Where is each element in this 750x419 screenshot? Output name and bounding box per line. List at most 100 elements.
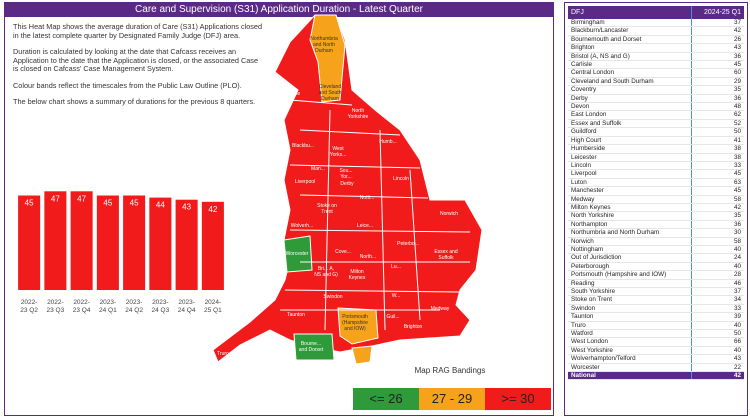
table-cell: 50: [690, 127, 744, 137]
map-label: Portsmouth (Hampshire and IOW): [342, 314, 368, 332]
table-cell: Portsmouth (Hampshire and IOW): [568, 270, 692, 280]
map-label: North Yorkshire: [348, 108, 369, 120]
table-cell: Central London: [568, 68, 692, 78]
map-label: Brighton: [404, 324, 423, 330]
table-cell: 36: [690, 52, 744, 62]
table-cell: 40: [690, 245, 744, 255]
map-label: Devon: [246, 341, 261, 347]
intro-paragraph: The below chart shows a summary of durat…: [13, 97, 256, 106]
bar-value-label: 44: [156, 201, 165, 210]
bar-value-label: 45: [130, 199, 139, 208]
map-label: Northumbria and North Durham: [310, 36, 338, 54]
table-cell: 37: [690, 19, 744, 28]
table-cell: Wolverhampton/Telford: [568, 354, 692, 364]
map-label: Truro: [217, 351, 229, 357]
table-row: Blackburn/Lancaster 42: [568, 26, 744, 36]
map-label: Notti...: [360, 195, 374, 201]
bar-value-label: 47: [51, 194, 60, 203]
x-tick-label: 2022-23 Q4: [72, 299, 91, 314]
table-row: Bristol (A, NS and G) 36: [568, 52, 744, 62]
table-cell: South Yorkshire: [568, 287, 692, 297]
map-borders: [280, 99, 471, 331]
table-cell: 41: [690, 136, 744, 146]
table-row: Northumbria and North Durham 30: [568, 228, 744, 238]
table-cell: Luton: [568, 178, 692, 188]
table-cell: Truro: [568, 321, 692, 331]
table-row: Wolverhampton/Telford 43: [568, 354, 744, 364]
x-tick-label: 2024-25 Q1: [204, 299, 222, 314]
table-cell: Norwich: [568, 237, 692, 246]
table-cell: Northampton: [568, 220, 692, 230]
table-cell: 45: [690, 169, 744, 179]
table-cell: 33: [690, 304, 744, 314]
table-cell: Bristol (A, NS and G): [568, 52, 692, 62]
table-row: South Yorkshire 37: [568, 287, 744, 297]
table-row: Derby 36: [568, 94, 744, 104]
map-label: Swindon: [323, 294, 342, 300]
table-cell: 36: [690, 94, 744, 104]
map-label: W...: [392, 293, 401, 299]
bar-value-label: 43: [182, 203, 191, 212]
table-cell: 58: [690, 237, 744, 246]
table-cell: 36: [690, 220, 744, 230]
table-cell: 30: [690, 228, 744, 238]
map-label: Worcester: [286, 251, 309, 257]
table-cell: 48: [690, 102, 744, 112]
table-row: Brighton 43: [568, 43, 744, 53]
table-row: Bournemouth and Dorset 26: [568, 35, 744, 45]
chart: 45 47 47 45 45 44 43 42 Northumbria and North Durh…: [18, 14, 551, 410]
bar: [201, 201, 224, 290]
bar: [70, 191, 93, 290]
bar-value-label: 45: [103, 199, 112, 208]
table-cell: 39: [690, 312, 744, 322]
map-label: West Yorks...: [330, 146, 347, 158]
table-row: Leicester 38: [568, 153, 744, 162]
table-row: Birmingham 37: [568, 19, 744, 28]
map-label: North...: [360, 254, 376, 260]
x-tick-label: 2023-24 Q1: [99, 299, 117, 314]
map-label: Lu...: [391, 264, 401, 270]
table-row: West Yorkshire 40: [568, 346, 744, 356]
table-cell: Out of Jurisdiction: [568, 253, 692, 263]
table-row: Watford 50: [568, 329, 744, 339]
bar-value-label: 45: [25, 199, 34, 208]
bar: [123, 195, 146, 290]
table-cell: 50: [690, 329, 744, 339]
map-label: Liverpool: [295, 179, 315, 185]
table-cell: 45: [690, 186, 744, 196]
map-label: Peterbo...: [397, 241, 419, 247]
intro-paragraph: Colour bands reflect the timescales from…: [13, 80, 242, 90]
table-row: Devon 48: [568, 102, 744, 112]
map-label: Norwich: [440, 211, 458, 217]
map-label: Blackbu...: [292, 143, 314, 149]
table-cell: Watford: [568, 329, 692, 339]
table-cell: North Yorkshire: [568, 211, 692, 221]
x-tick-label: 2023-24 Q3: [151, 299, 170, 314]
table-cell: Birmingham: [568, 19, 692, 28]
table-cell: 40: [690, 262, 744, 272]
table-cell: 52: [690, 119, 744, 129]
table-cell: High Court: [568, 136, 692, 146]
table-row: High Court 41: [568, 136, 744, 146]
map-label: Taunton: [287, 312, 305, 318]
table-cell: Worcester: [568, 363, 692, 373]
table-cell: Devon: [568, 102, 692, 112]
map-label: Milton Keynes: [349, 269, 366, 281]
table-cell: Humberside: [568, 144, 692, 154]
table-cell: 45: [690, 60, 744, 70]
map-label: Medway: [431, 306, 450, 312]
table-row: Lincoln 33: [568, 161, 744, 171]
map-label: Stoke on Trent: [317, 203, 337, 215]
table-cell: Nottingham: [568, 245, 692, 255]
bar-value-label: 42: [208, 205, 217, 214]
table-cell: 26: [690, 35, 744, 45]
table-row: East London 62: [568, 110, 744, 120]
table-cell: 62: [690, 110, 744, 120]
table-cell: 40: [690, 346, 744, 356]
bar: [44, 191, 67, 290]
map-label: Bri... A, NS and G): [314, 266, 338, 278]
table-row: Humberside 38: [568, 144, 744, 154]
table-cell: Essex and Suffolk: [568, 119, 692, 129]
table-cell: Taunton: [568, 312, 692, 322]
table-cell: Medway: [568, 195, 692, 204]
